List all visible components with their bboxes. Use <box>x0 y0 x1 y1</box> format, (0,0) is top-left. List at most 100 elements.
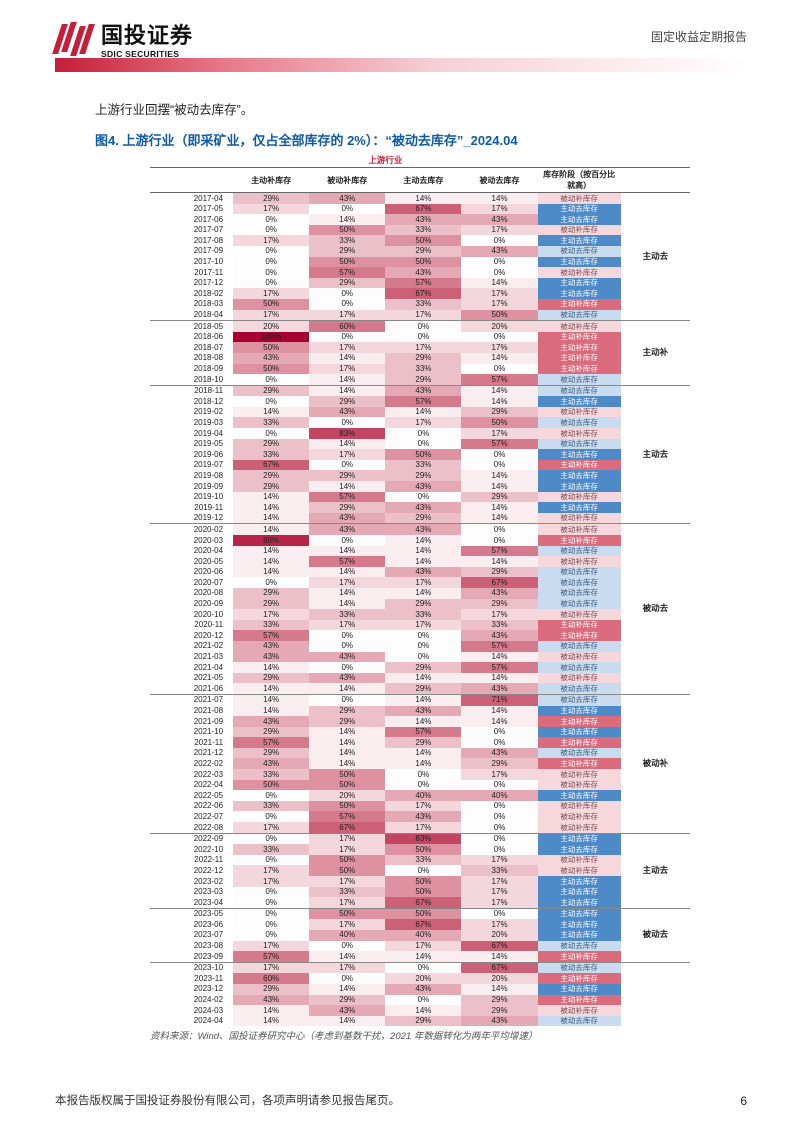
pct-cell: 33% <box>385 364 461 375</box>
quadrant-label: 主动去 <box>621 385 690 524</box>
phase-cell: 主动补库存 <box>538 364 621 375</box>
pct-cell: 43% <box>309 673 385 684</box>
table-row: 2019-0333%0%17%50%被动去库存 <box>150 417 690 428</box>
pct-cell: 20% <box>461 930 537 941</box>
pct-cell: 0% <box>233 919 309 930</box>
date-cell: 2019-02 <box>150 407 233 418</box>
pct-cell: 14% <box>385 535 461 546</box>
phase-cell: 主动去库存 <box>538 790 621 801</box>
col-pq: 被动去库存 <box>461 168 537 193</box>
pct-cell: 50% <box>309 769 385 780</box>
pct-cell: 0% <box>385 995 461 1006</box>
pct-cell: 20% <box>461 321 537 332</box>
pct-cell: 17% <box>233 310 309 321</box>
pct-cell: 14% <box>233 694 309 705</box>
pct-cell: 14% <box>233 556 309 567</box>
pct-cell: 50% <box>233 299 309 310</box>
pct-cell: 17% <box>385 342 461 353</box>
table-row: 2019-040%83%0%17%被动补库存 <box>150 428 690 439</box>
pct-cell: 43% <box>309 524 385 535</box>
table-container: 上游行业 主动补库存 被动补库存 主动去库存 被动去库存 库存阶段（按百分比就高… <box>150 153 727 1026</box>
date-cell: 2018-03 <box>150 299 233 310</box>
pct-cell: 0% <box>385 321 461 332</box>
phase-cell: 主动去库存 <box>538 288 621 299</box>
table-row: 2020-1133%17%17%33%主动补库存 <box>150 620 690 631</box>
pct-cell: 0% <box>309 332 385 343</box>
pct-cell: 0% <box>461 844 537 855</box>
pct-cell: 0% <box>385 492 461 503</box>
table-row: 2017-060%14%43%43%主动去库存 <box>150 214 690 225</box>
table-row: 2021-0414%0%29%57%被动去库存 <box>150 662 690 673</box>
phase-cell: 被动补库存 <box>538 769 621 780</box>
pct-cell: 0% <box>385 439 461 450</box>
pct-cell: 57% <box>385 396 461 407</box>
pct-cell: 0% <box>461 460 537 471</box>
pct-cell: 0% <box>233 396 309 407</box>
pct-cell: 14% <box>309 748 385 759</box>
phase-cell: 主动去库存 <box>538 481 621 492</box>
pct-cell: 43% <box>385 706 461 717</box>
pct-cell: 0% <box>461 267 537 278</box>
pct-cell: 14% <box>309 737 385 748</box>
date-cell: 2023-12 <box>150 984 233 995</box>
phase-cell: 主动补库存 <box>538 620 621 631</box>
pct-cell: 43% <box>309 193 385 204</box>
pct-cell: 50% <box>309 908 385 919</box>
pct-cell: 0% <box>309 694 385 705</box>
pct-cell: 17% <box>309 962 385 973</box>
table-row: 2020-0614%14%43%29%被动去库存 <box>150 567 690 578</box>
pct-cell: 50% <box>309 865 385 876</box>
pct-cell: 50% <box>385 844 461 855</box>
date-cell: 2019-03 <box>150 417 233 428</box>
pct-cell: 29% <box>385 513 461 524</box>
phase-cell: 主动去库存 <box>538 204 621 215</box>
phase-cell: 被动补库存 <box>538 556 621 567</box>
table-row: 2022-0633%50%17%0%被动补库存 <box>150 801 690 812</box>
pct-cell: 17% <box>461 897 537 908</box>
pct-cell: 57% <box>385 727 461 738</box>
pct-cell: 0% <box>385 652 461 663</box>
pct-cell: 14% <box>309 481 385 492</box>
pct-cell: 14% <box>385 1005 461 1016</box>
pct-cell: 14% <box>461 502 537 513</box>
phase-cell: 主动补库存 <box>538 973 621 984</box>
pct-cell: 33% <box>233 449 309 460</box>
date-cell: 2021-05 <box>150 673 233 684</box>
phase-cell: 主动补库存 <box>538 995 621 1006</box>
pct-cell: 14% <box>309 439 385 450</box>
page-number: 6 <box>740 1094 747 1108</box>
phase-cell: 被动去库存 <box>538 599 621 610</box>
pct-cell: 17% <box>385 801 461 812</box>
date-cell: 2021-07 <box>150 694 233 705</box>
pct-cell: 0% <box>309 941 385 952</box>
pct-cell: 29% <box>461 1005 537 1016</box>
pct-cell: 14% <box>233 567 309 578</box>
pct-cell: 17% <box>309 833 385 844</box>
pct-cell: 14% <box>309 214 385 225</box>
pct-cell: 33% <box>309 609 385 620</box>
date-cell: 2020-09 <box>150 599 233 610</box>
pct-cell: 17% <box>461 342 537 353</box>
pct-cell: 50% <box>233 780 309 791</box>
phase-cell: 被动补库存 <box>538 673 621 684</box>
pct-cell: 14% <box>461 984 537 995</box>
pct-cell: 57% <box>309 556 385 567</box>
pct-cell: 0% <box>461 235 537 246</box>
pct-cell: 17% <box>385 310 461 321</box>
pct-cell: 14% <box>461 385 537 396</box>
phase-cell: 被动去库存 <box>538 588 621 599</box>
table-row: 2018-0843%14%29%14%主动补库存 <box>150 353 690 364</box>
pct-cell: 50% <box>385 449 461 460</box>
quadrant-label: 被动补 <box>621 694 690 833</box>
pct-cell: 29% <box>309 396 385 407</box>
pct-cell: 50% <box>309 801 385 812</box>
pct-cell: 14% <box>461 652 537 663</box>
phase-cell: 被动去库存 <box>538 694 621 705</box>
col-zq: 主动去库存 <box>385 168 461 193</box>
pct-cell: 0% <box>309 535 385 546</box>
date-cell: 2022-07 <box>150 811 233 822</box>
pct-cell: 14% <box>309 727 385 738</box>
table-row: 2022-0450%50%0%0%被动补库存 <box>150 780 690 791</box>
phase-cell: 被动去库存 <box>538 417 621 428</box>
pct-cell: 29% <box>385 1016 461 1027</box>
